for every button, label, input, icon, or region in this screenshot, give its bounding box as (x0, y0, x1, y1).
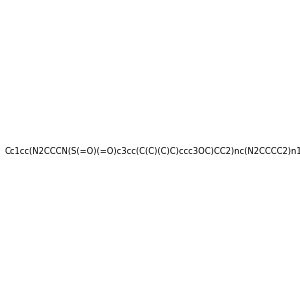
Text: Cc1cc(N2CCCN(S(=O)(=O)c3cc(C(C)(C)C)ccc3OC)CC2)nc(N2CCCC2)n1: Cc1cc(N2CCCN(S(=O)(=O)c3cc(C(C)(C)C)ccc3… (5, 147, 300, 156)
